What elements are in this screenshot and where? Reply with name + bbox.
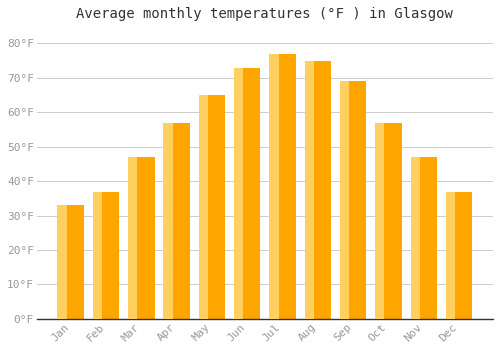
Bar bbox=[304, 61, 314, 319]
Bar bbox=[410, 157, 420, 319]
Bar bbox=[198, 95, 225, 319]
Bar bbox=[128, 157, 154, 319]
Bar bbox=[304, 61, 331, 319]
Bar bbox=[270, 54, 296, 319]
Bar bbox=[340, 81, 366, 319]
Bar bbox=[198, 95, 208, 319]
Bar bbox=[58, 205, 84, 319]
Bar bbox=[58, 205, 66, 319]
Bar bbox=[270, 54, 278, 319]
Bar bbox=[446, 191, 472, 319]
Bar bbox=[93, 191, 102, 319]
Bar bbox=[164, 122, 190, 319]
Bar bbox=[410, 157, 437, 319]
Bar bbox=[375, 122, 402, 319]
Bar bbox=[234, 68, 260, 319]
Bar bbox=[375, 122, 384, 319]
Bar bbox=[93, 191, 120, 319]
Bar bbox=[446, 191, 455, 319]
Bar bbox=[340, 81, 349, 319]
Bar bbox=[234, 68, 243, 319]
Title: Average monthly temperatures (°F ) in Glasgow: Average monthly temperatures (°F ) in Gl… bbox=[76, 7, 454, 21]
Bar bbox=[164, 122, 172, 319]
Bar bbox=[128, 157, 138, 319]
